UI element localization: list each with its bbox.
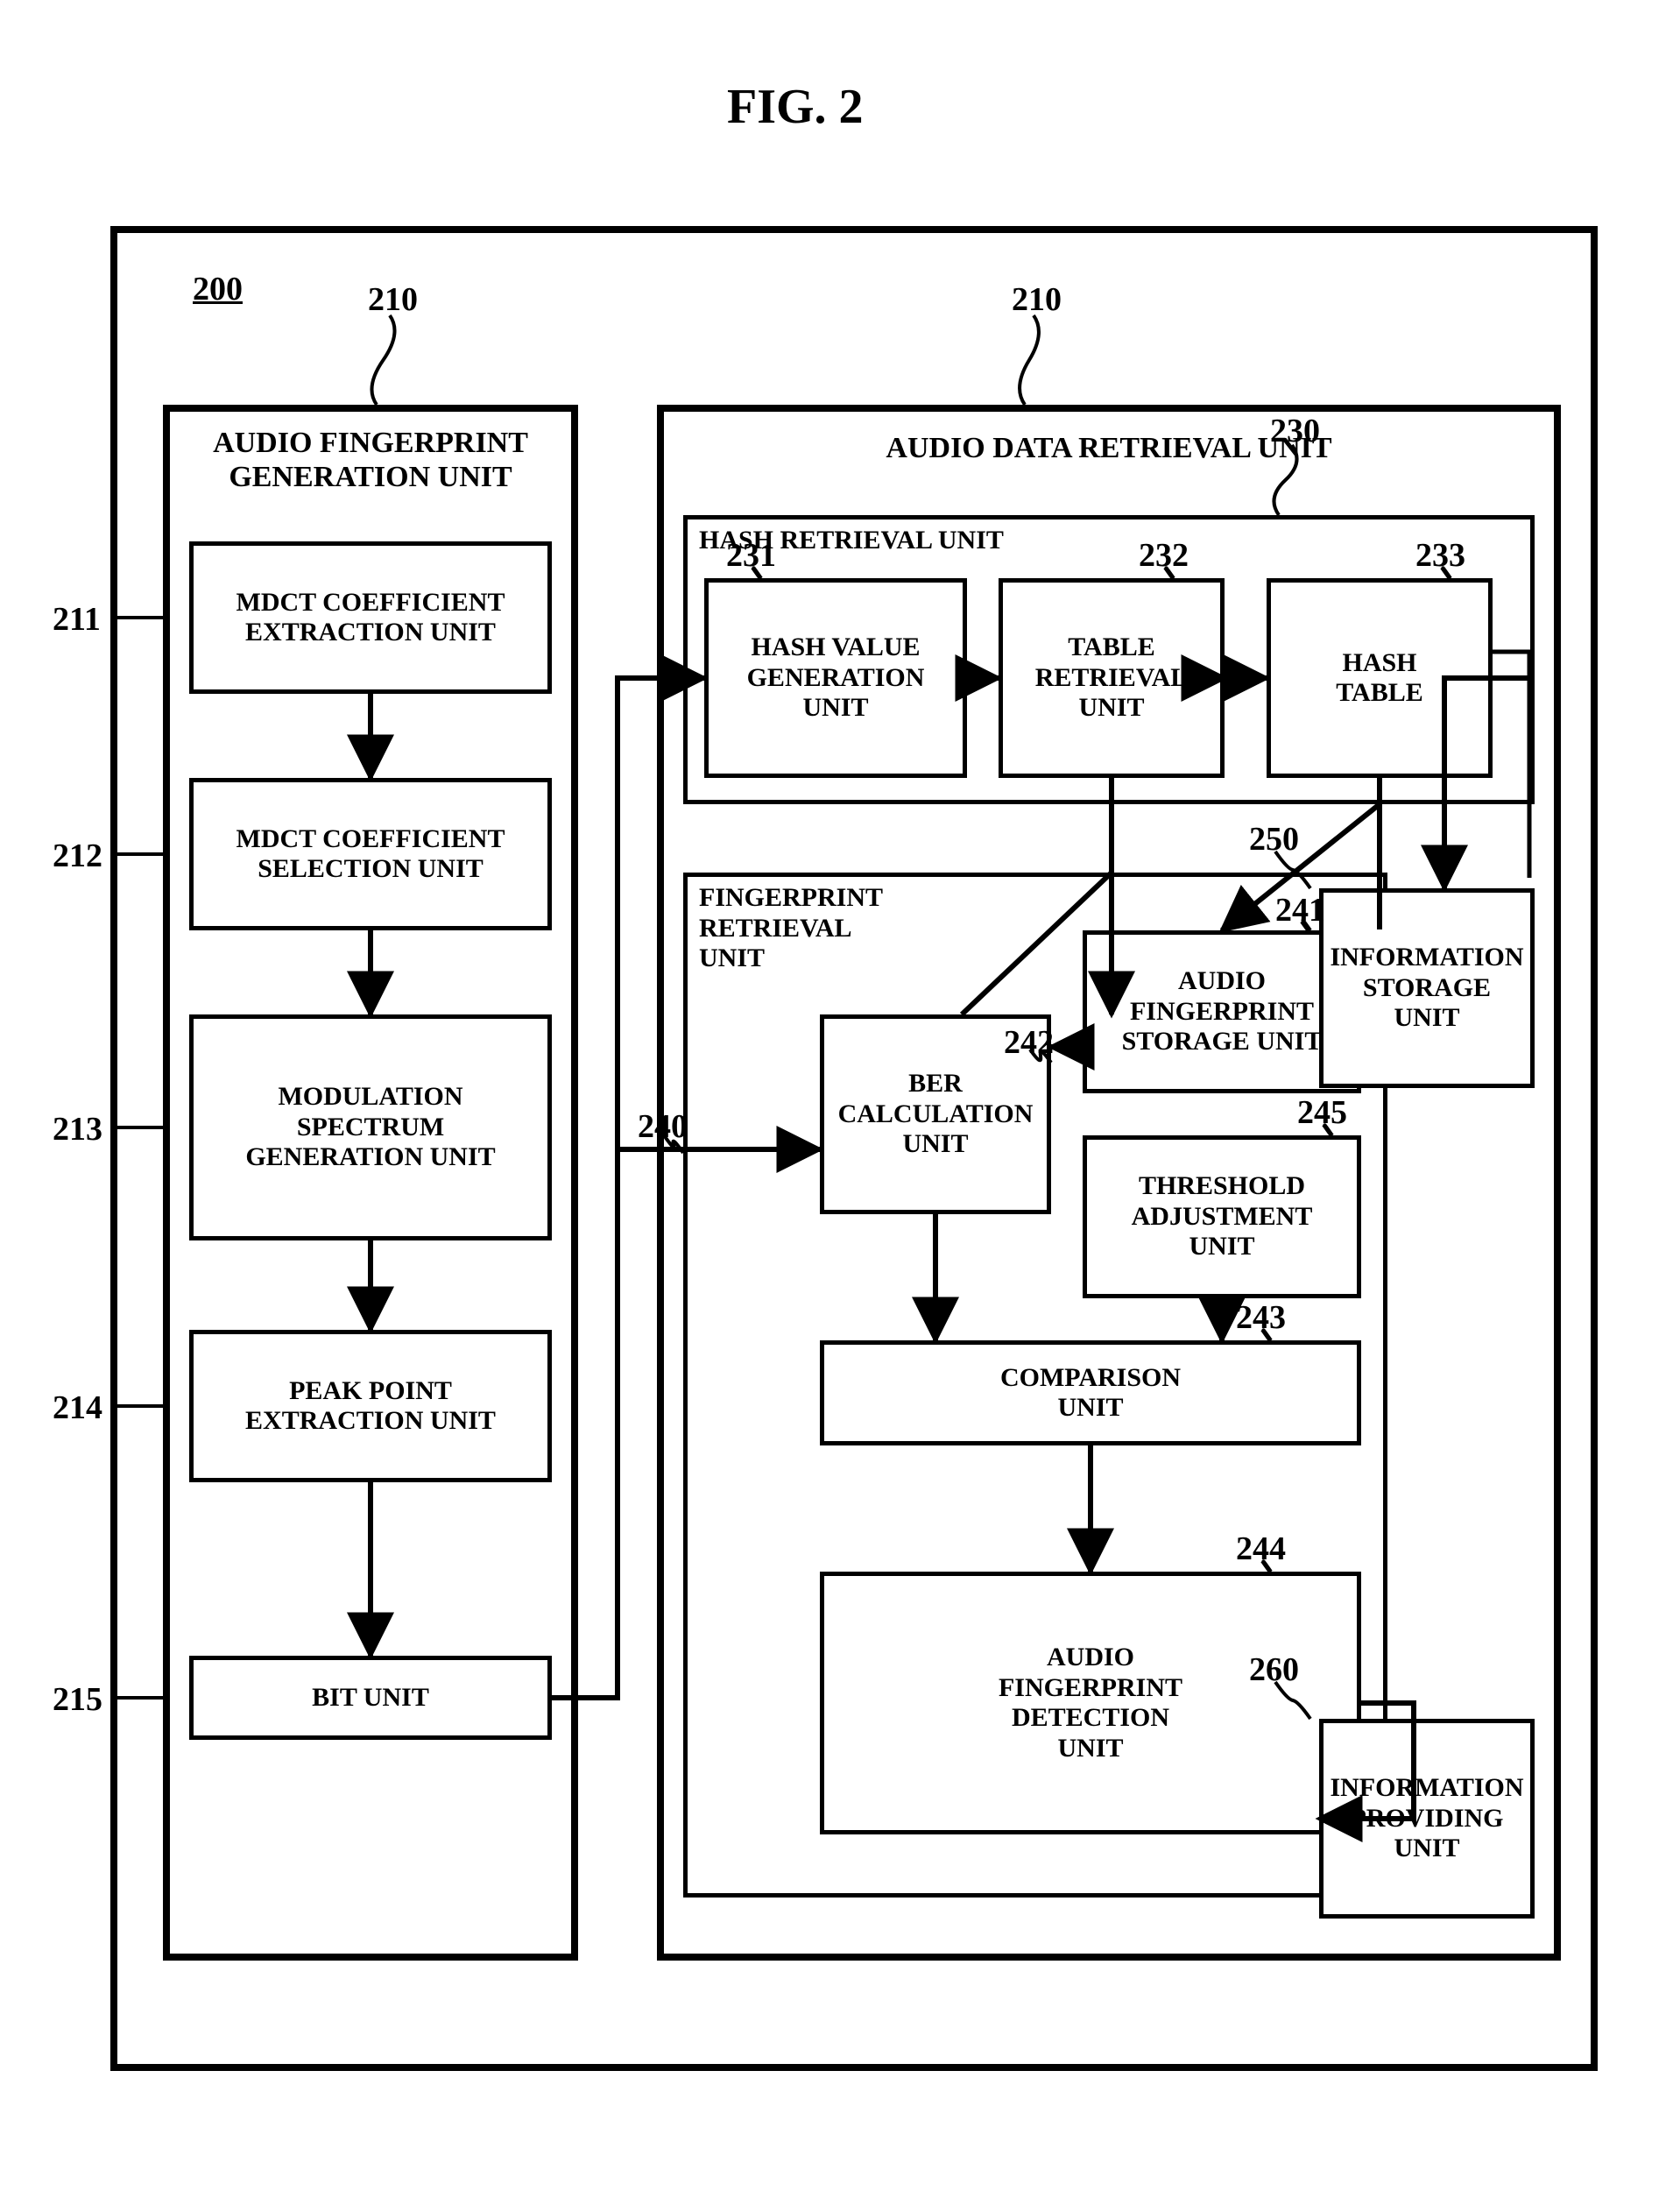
ref-230: 230: [1270, 412, 1320, 450]
ref-210-left: 210: [368, 280, 418, 319]
fp-title: FINGERPRINT RETRIEVAL UNIT: [699, 883, 883, 974]
figure-title: FIG. 2: [727, 79, 864, 135]
right-title: AUDIO DATA RETRIEVAL UNIT: [657, 431, 1561, 465]
ref-200: 200: [193, 270, 243, 308]
ref-210-right: 210: [1012, 280, 1062, 319]
ref-240: 240: [638, 1107, 688, 1146]
left-title: AUDIO FINGERPRINT GENERATION UNIT: [163, 426, 578, 494]
